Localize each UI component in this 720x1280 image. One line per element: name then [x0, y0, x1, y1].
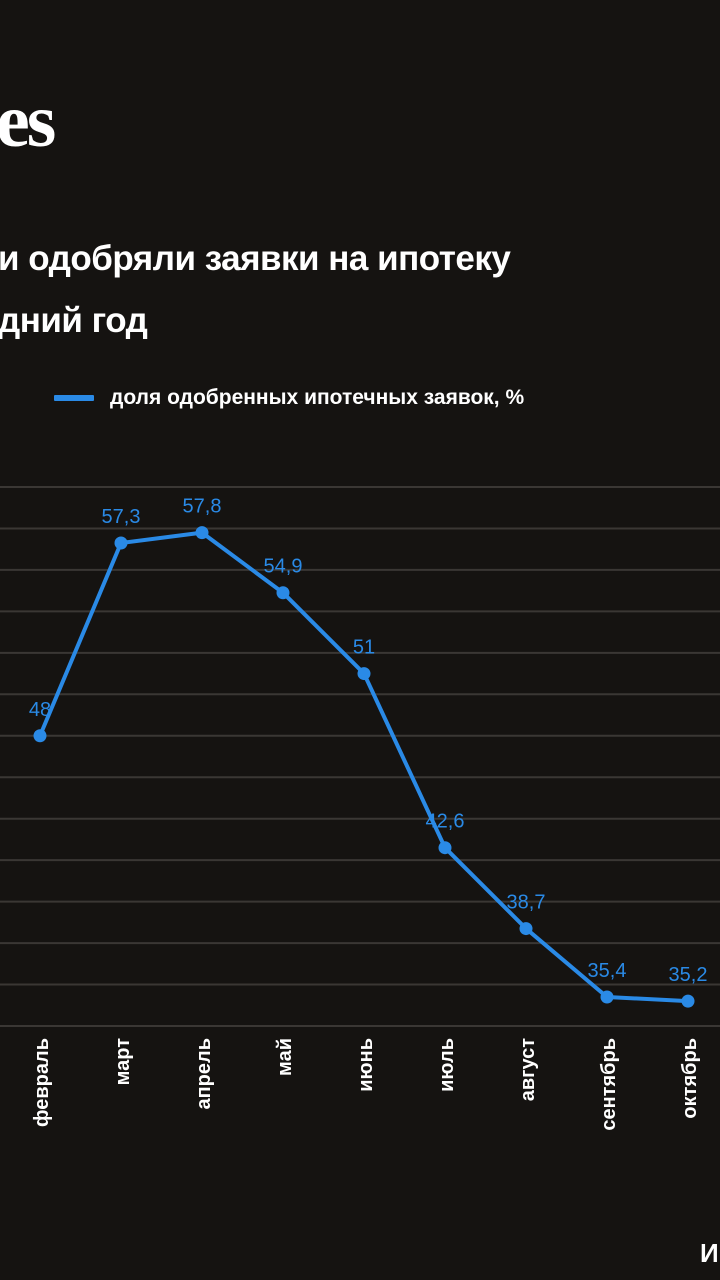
publication-logo: es: [0, 79, 56, 163]
data-label: 38,7: [507, 892, 546, 914]
data-label: 57,3: [102, 506, 141, 528]
title-line-1: и одобряли заявки на ипотеку: [0, 239, 511, 278]
data-label: 42,6: [426, 811, 465, 833]
data-label: 51: [353, 637, 375, 659]
x-tick-label: июнь: [355, 1038, 377, 1092]
x-tick-label: август: [517, 1038, 539, 1101]
legend: доля одобренных ипотечных заявок, %: [54, 386, 524, 410]
series-line: [38, 530, 689, 1004]
x-tick-label: март: [112, 1038, 134, 1086]
chart-title: и одобряли заявки на ипотеку дний год: [0, 228, 511, 352]
legend-label: доля одобренных ипотечных заявок, %: [110, 386, 525, 409]
x-tick-label: октябрь: [679, 1038, 701, 1119]
x-tick-label: февраль: [31, 1038, 53, 1127]
x-tick-label: сентябрь: [598, 1038, 620, 1131]
data-label: 35,2: [669, 964, 708, 986]
data-point: [600, 990, 614, 1004]
data-point: [519, 922, 533, 936]
x-tick-label: май: [274, 1038, 296, 1076]
title-line-2: дний год: [0, 301, 148, 340]
legend-line-swatch: [54, 395, 94, 401]
data-point: [438, 841, 452, 855]
data-point: [681, 994, 695, 1008]
data-point: [276, 586, 290, 600]
data-point: [33, 729, 47, 743]
data-point: [195, 526, 209, 540]
data-label: 35,4: [588, 960, 627, 982]
data-label: 54,9: [264, 556, 303, 578]
data-point: [114, 536, 128, 550]
source-fragment: И: [700, 1238, 719, 1268]
data-label: 48: [29, 699, 51, 721]
x-tick-label: апрель: [193, 1038, 215, 1110]
x-tick-label: июль: [436, 1038, 458, 1092]
data-point: [357, 667, 371, 681]
data-label: 57,8: [183, 496, 222, 518]
